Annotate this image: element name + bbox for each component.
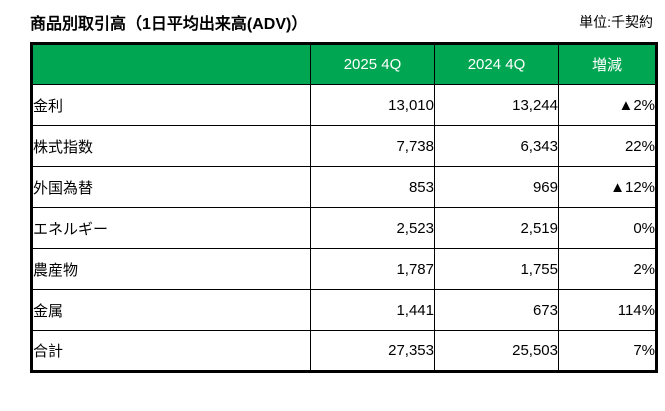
table-row: 金利 13,010 13,244 ▲2% [31, 84, 657, 126]
table-header: 2025 4Q 2024 4Q 増減 [31, 43, 657, 85]
row-label: エネルギー [31, 207, 311, 249]
table-body: 金利 13,010 13,244 ▲2% 株式指数 7,738 6,343 22% 外国為替 85… [31, 84, 657, 372]
cell-2025-4q: 7,738 [310, 125, 435, 167]
table-row: エネルギー 2,523 2,519 0% [31, 207, 657, 249]
cell-change: 7% [558, 330, 657, 372]
cell-2025-4q: 1,787 [310, 248, 435, 290]
page-title: 商品別取引高（1日平均出来高(ADV)） [30, 16, 308, 33]
cell-2024-4q: 2,519 [434, 207, 559, 249]
row-label: 合計 [31, 330, 311, 372]
cell-2025-4q: 853 [310, 166, 435, 208]
row-label: 農産物 [31, 248, 311, 290]
cell-2025-4q: 1,441 [310, 289, 435, 331]
header-2024-4q: 2024 4Q [434, 43, 559, 85]
cell-2025-4q: 2,523 [310, 207, 435, 249]
row-label: 金利 [31, 84, 311, 126]
cell-2024-4q: 6,343 [434, 125, 559, 167]
cell-2024-4q: 25,503 [434, 330, 559, 372]
table-row: 株式指数 7,738 6,343 22% [31, 125, 657, 167]
header-product [31, 43, 311, 85]
table-row: 合計 27,353 25,503 7% [31, 330, 657, 372]
cell-2024-4q: 969 [434, 166, 559, 208]
cell-change: ▲12% [558, 166, 657, 208]
header-change: 増減 [558, 43, 657, 85]
adv-table: 2025 4Q 2024 4Q 増減 金利 13,010 13,244 ▲2% 株式指数… [30, 42, 658, 373]
table-row: 農産物 1,787 1,755 2% [31, 248, 657, 290]
cell-2024-4q: 673 [434, 289, 559, 331]
cell-change: 114% [558, 289, 657, 331]
cell-2024-4q: 13,244 [434, 84, 559, 126]
row-label: 株式指数 [31, 125, 311, 167]
cell-change: 0% [558, 207, 657, 249]
row-label: 外国為替 [31, 166, 311, 208]
cell-2024-4q: 1,755 [434, 248, 559, 290]
cell-change: ▲2% [558, 84, 657, 126]
cell-change: 22% [558, 125, 657, 167]
table-row: 金属 1,441 673 114% [31, 289, 657, 331]
cell-2025-4q: 13,010 [310, 84, 435, 126]
header-2025-4q: 2025 4Q [310, 43, 435, 85]
row-label: 金属 [31, 289, 311, 331]
unit-label: 単位:千契約 [579, 14, 653, 30]
table-row: 外国為替 853 969 ▲12% [31, 166, 657, 208]
table-header-row: 2025 4Q 2024 4Q 増減 [31, 43, 657, 85]
cell-2025-4q: 27,353 [310, 330, 435, 372]
cell-change: 2% [558, 248, 657, 290]
